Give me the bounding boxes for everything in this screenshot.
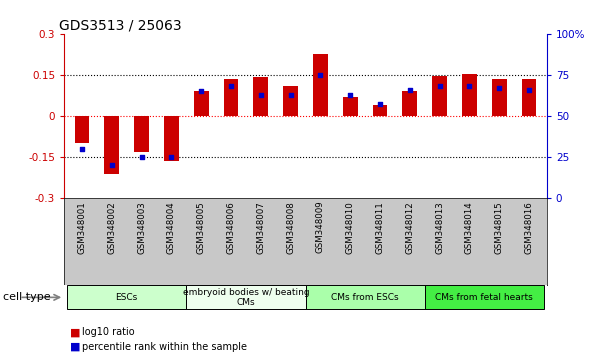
Bar <box>522 79 536 116</box>
Text: GSM348012: GSM348012 <box>405 201 414 253</box>
Bar <box>402 91 417 116</box>
Bar <box>104 116 119 173</box>
Text: ■: ■ <box>70 327 81 337</box>
Text: GSM348015: GSM348015 <box>495 201 503 253</box>
Bar <box>164 116 179 161</box>
Text: GSM348016: GSM348016 <box>524 201 533 253</box>
Point <box>226 84 236 89</box>
Bar <box>343 97 357 116</box>
Point <box>464 84 474 89</box>
Point <box>137 154 147 160</box>
Text: cell type: cell type <box>3 292 51 302</box>
Text: percentile rank within the sample: percentile rank within the sample <box>82 342 247 352</box>
Text: GSM348010: GSM348010 <box>346 201 355 253</box>
Text: CMs from ESCs: CMs from ESCs <box>331 293 399 302</box>
Text: GSM348001: GSM348001 <box>78 201 87 253</box>
Text: GSM348005: GSM348005 <box>197 201 206 253</box>
Bar <box>373 105 387 116</box>
Point <box>256 92 266 97</box>
Text: embryoid bodies w/ beating
CMs: embryoid bodies w/ beating CMs <box>183 288 309 307</box>
Point <box>375 102 385 107</box>
Text: log10 ratio: log10 ratio <box>82 327 135 337</box>
Text: GSM348004: GSM348004 <box>167 201 176 253</box>
Bar <box>75 116 89 143</box>
Point <box>315 72 325 78</box>
Bar <box>432 76 447 116</box>
Text: GSM348013: GSM348013 <box>435 201 444 253</box>
Bar <box>224 79 238 116</box>
Text: ■: ■ <box>70 342 81 352</box>
Text: GDS3513 / 25063: GDS3513 / 25063 <box>59 18 182 33</box>
Point <box>345 92 355 97</box>
Point <box>77 146 87 152</box>
Bar <box>194 91 209 116</box>
Point <box>196 88 206 94</box>
Text: GSM348002: GSM348002 <box>108 201 116 253</box>
Text: GSM348014: GSM348014 <box>465 201 474 253</box>
Point <box>524 87 534 92</box>
Point <box>434 84 444 89</box>
Bar <box>313 54 328 116</box>
Point <box>405 87 415 92</box>
Text: GSM348007: GSM348007 <box>256 201 265 253</box>
Bar <box>425 285 544 309</box>
Text: GSM348003: GSM348003 <box>137 201 146 253</box>
Bar <box>306 285 425 309</box>
Text: GSM348008: GSM348008 <box>286 201 295 253</box>
Text: CMs from fetal hearts: CMs from fetal hearts <box>436 293 533 302</box>
Bar <box>186 285 306 309</box>
Text: GSM348009: GSM348009 <box>316 201 325 253</box>
Point <box>167 154 177 160</box>
Text: GSM348011: GSM348011 <box>376 201 384 253</box>
Bar <box>283 86 298 116</box>
Point <box>286 92 296 97</box>
Bar <box>67 285 186 309</box>
Bar <box>134 116 149 152</box>
Point <box>107 162 117 168</box>
Bar <box>492 79 507 116</box>
Bar <box>254 77 268 116</box>
Text: GSM348006: GSM348006 <box>227 201 235 253</box>
Point <box>494 85 504 91</box>
Bar <box>462 74 477 116</box>
Text: ESCs: ESCs <box>115 293 138 302</box>
